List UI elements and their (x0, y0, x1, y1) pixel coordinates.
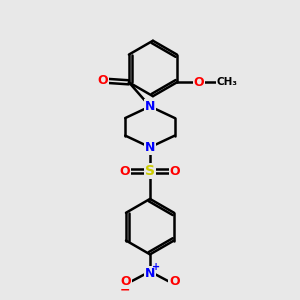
Text: O: O (169, 275, 179, 288)
Text: N: N (145, 141, 155, 154)
Text: N: N (145, 267, 155, 280)
Text: +: + (152, 262, 160, 272)
Text: O: O (120, 275, 130, 288)
Text: S: S (145, 164, 155, 178)
Text: −: − (120, 283, 130, 296)
Text: O: O (97, 74, 108, 87)
Text: O: O (120, 165, 130, 178)
Text: N: N (145, 100, 155, 113)
Text: O: O (170, 165, 180, 178)
Text: O: O (194, 76, 204, 89)
Text: CH₃: CH₃ (217, 77, 238, 87)
